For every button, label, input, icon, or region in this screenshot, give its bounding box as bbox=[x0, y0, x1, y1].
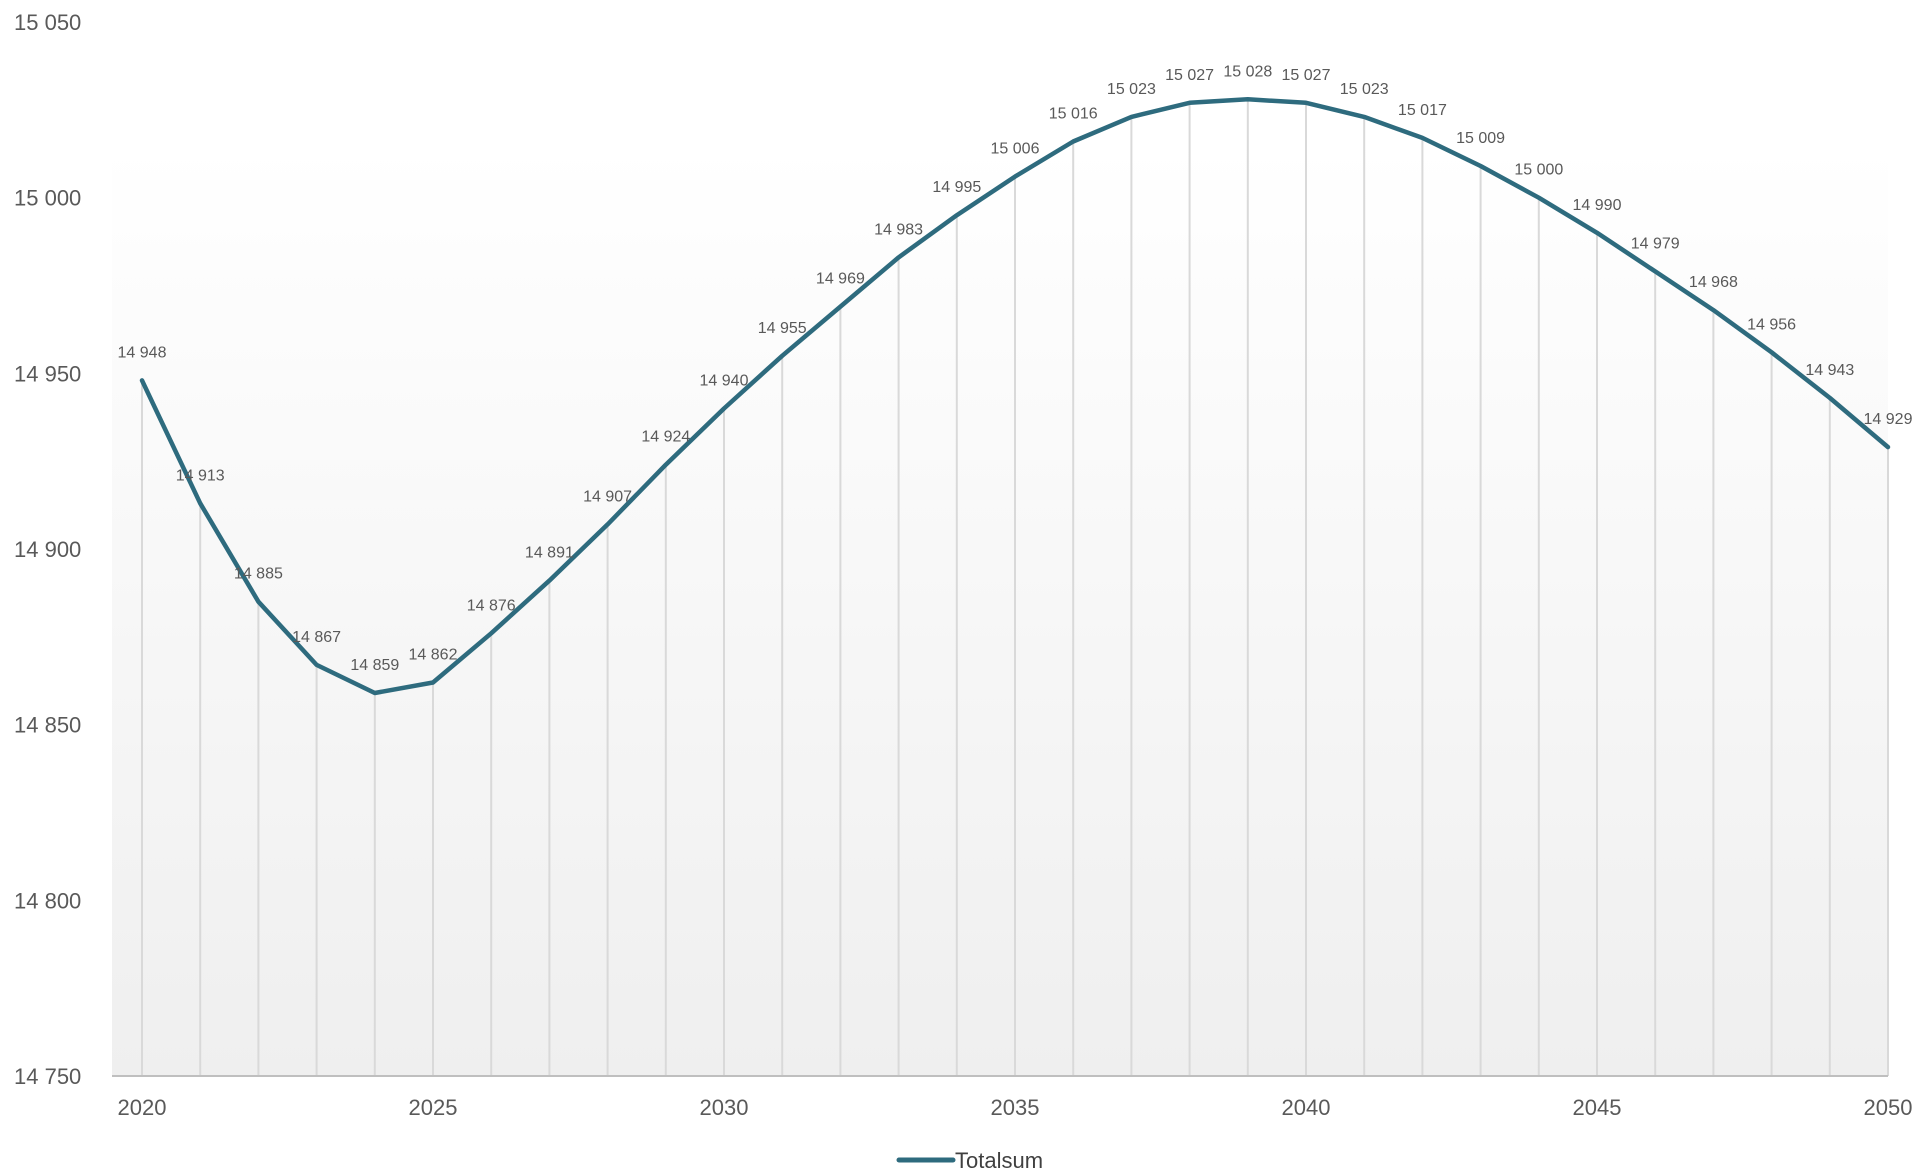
x-tick-label: 2045 bbox=[1573, 1095, 1622, 1120]
data-label: 14 885 bbox=[234, 566, 283, 583]
data-label: 14 924 bbox=[641, 429, 690, 446]
x-tick-label: 2030 bbox=[700, 1095, 749, 1120]
data-label: 14 940 bbox=[700, 372, 749, 389]
data-label: 14 913 bbox=[176, 467, 225, 484]
y-tick-label: 14 750 bbox=[14, 1064, 81, 1089]
data-labels: 14 948 14 913 14 885 14 867 14 859 14 862 14 8… bbox=[118, 63, 1913, 674]
y-tick-label: 15 000 bbox=[14, 186, 81, 211]
data-label: 15 017 bbox=[1398, 102, 1447, 119]
data-label: 15 000 bbox=[1514, 162, 1563, 179]
data-label: 14 876 bbox=[467, 597, 516, 614]
data-label: 14 968 bbox=[1689, 274, 1738, 291]
y-axis: 15 050 15 000 14 950 14 900 14 850 14 800 14 7… bbox=[14, 10, 81, 1089]
x-axis: 2020 2025 2030 2035 2040 2045 2050 bbox=[112, 1075, 1913, 1120]
data-label: 14 995 bbox=[932, 179, 981, 196]
x-tick-label: 2050 bbox=[1864, 1095, 1913, 1120]
data-label: 14 979 bbox=[1631, 235, 1680, 252]
data-label: 15 027 bbox=[1282, 67, 1331, 84]
data-label: 14 948 bbox=[118, 344, 167, 361]
data-label: 15 009 bbox=[1456, 130, 1505, 147]
x-tick-label: 2040 bbox=[1282, 1095, 1331, 1120]
data-label: 14 956 bbox=[1747, 316, 1796, 333]
drop-lines bbox=[141, 99, 1889, 1076]
data-label: 15 016 bbox=[1049, 105, 1098, 122]
data-label: 15 028 bbox=[1223, 63, 1272, 80]
data-label: 14 867 bbox=[292, 629, 341, 646]
plot-background bbox=[112, 145, 1888, 1075]
series-line bbox=[139, 97, 1891, 696]
data-label: 14 983 bbox=[874, 221, 923, 238]
x-tick-label: 2025 bbox=[409, 1095, 458, 1120]
data-label: 14 955 bbox=[758, 320, 807, 337]
data-label: 14 859 bbox=[350, 657, 399, 674]
x-tick-label: 2035 bbox=[991, 1095, 1040, 1120]
series-line-totalsum bbox=[139, 97, 1891, 696]
data-label: 15 023 bbox=[1340, 81, 1389, 98]
y-tick-label: 14 950 bbox=[14, 361, 81, 386]
legend-label-totalsum: Totalsum bbox=[955, 1148, 1043, 1171]
data-label: 14 990 bbox=[1573, 197, 1622, 214]
legend: Totalsum bbox=[896, 1148, 1043, 1171]
data-label: 14 891 bbox=[525, 545, 574, 562]
y-tick-label: 14 900 bbox=[14, 537, 81, 562]
data-label: 14 943 bbox=[1805, 362, 1854, 379]
y-tick-label: 14 800 bbox=[14, 888, 81, 913]
data-label: 14 862 bbox=[409, 647, 458, 664]
y-tick-label: 15 050 bbox=[14, 10, 81, 35]
data-label: 15 023 bbox=[1107, 81, 1156, 98]
data-label: 14 929 bbox=[1864, 411, 1913, 428]
data-label: 15 027 bbox=[1165, 67, 1214, 84]
data-label: 14 907 bbox=[583, 488, 632, 505]
data-label: 15 006 bbox=[991, 141, 1040, 158]
y-tick-label: 14 850 bbox=[14, 713, 81, 738]
x-tick-label: 2020 bbox=[118, 1095, 167, 1120]
data-label: 14 969 bbox=[816, 271, 865, 288]
